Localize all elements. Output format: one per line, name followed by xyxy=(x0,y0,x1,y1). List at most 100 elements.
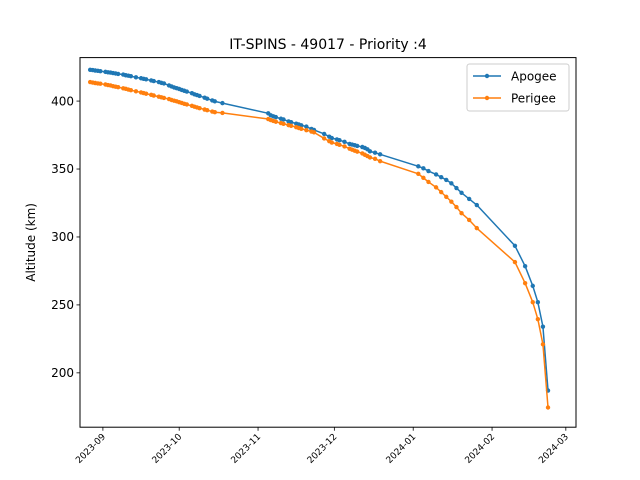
perigee-point xyxy=(281,121,286,126)
apogee-point xyxy=(288,119,294,125)
y-tick-label: 200 xyxy=(51,366,74,380)
apogee-point xyxy=(367,149,373,154)
apogee-point xyxy=(197,93,202,99)
perigee-point xyxy=(367,155,373,160)
perigee-point xyxy=(377,158,383,164)
perigee-point xyxy=(143,91,149,96)
perigee-point xyxy=(128,88,134,93)
perigee-point xyxy=(459,210,464,216)
perigee-point xyxy=(444,194,449,200)
legend-apogee-label: Apogee xyxy=(511,69,557,83)
perigee-point xyxy=(98,81,103,86)
perigee-point xyxy=(355,149,360,154)
apogee-point xyxy=(433,172,439,177)
perigee-point xyxy=(512,259,518,265)
apogee-point xyxy=(421,166,426,171)
perigee-point xyxy=(212,110,218,115)
apogee-point xyxy=(337,138,342,143)
perigee-point xyxy=(416,171,421,176)
plot-area xyxy=(79,57,577,428)
perigee-point xyxy=(220,110,225,116)
perigee-point xyxy=(426,179,431,185)
apogee-point xyxy=(212,99,218,104)
apogee-point xyxy=(449,181,454,186)
perigee-point xyxy=(133,89,139,94)
perigee-point xyxy=(321,136,327,141)
apogee-point xyxy=(98,68,103,74)
series-perigee xyxy=(87,79,551,410)
perigee-point xyxy=(304,127,309,133)
apogee-point xyxy=(535,299,541,305)
perigee-point xyxy=(421,175,426,181)
apogee-point xyxy=(273,114,279,120)
perigee-point xyxy=(337,142,342,148)
legend: Apogee Perigee xyxy=(466,63,570,112)
apogee-point xyxy=(133,75,139,80)
perigee-point xyxy=(474,225,479,231)
y-tick-label: 300 xyxy=(51,230,74,244)
apogee-point xyxy=(454,185,459,191)
series-layer xyxy=(87,67,551,410)
perigee-point xyxy=(204,107,210,113)
perigee-point xyxy=(466,217,472,223)
apogee-point xyxy=(426,168,431,174)
apogee-point xyxy=(355,143,360,149)
apogee-point xyxy=(372,150,378,155)
apogee-point xyxy=(444,177,449,183)
perigee-point xyxy=(540,342,546,347)
perigee-point xyxy=(329,140,335,145)
apogee-point xyxy=(151,78,156,84)
apogee-point xyxy=(438,174,444,180)
y-axis-label: Altitude (km) xyxy=(24,203,38,282)
apogee-point xyxy=(281,117,286,122)
apogee-point xyxy=(321,131,327,137)
apogee-point xyxy=(342,139,347,145)
apogee-point xyxy=(128,74,134,79)
perigee-point xyxy=(273,119,279,124)
perigee-point xyxy=(522,280,528,286)
perigee-point xyxy=(342,144,347,149)
apogee-point xyxy=(474,202,479,208)
perigee-point xyxy=(115,85,121,90)
apogee-point xyxy=(143,77,149,82)
legend-perigee-marker xyxy=(484,95,490,101)
apogee-point xyxy=(540,324,546,329)
apogee-point xyxy=(204,96,210,101)
perigee-point xyxy=(454,204,459,210)
perigee-point xyxy=(372,156,378,162)
perigee-point xyxy=(530,299,535,305)
perigee-point xyxy=(151,93,156,98)
perigee-point xyxy=(311,130,317,135)
y-tick-label: 350 xyxy=(51,162,74,176)
y-axis: 200 250 300 350 400 xyxy=(51,94,80,380)
apogee-point xyxy=(459,190,464,195)
perigee-point xyxy=(288,123,294,129)
perigee-point xyxy=(545,405,551,410)
perigee-point xyxy=(535,316,541,322)
apogee-point xyxy=(184,89,190,94)
apogee-point xyxy=(161,81,167,86)
perigee-point xyxy=(161,95,167,101)
y-tick-label: 250 xyxy=(51,298,74,312)
apogee-point xyxy=(304,124,309,129)
perigee-point xyxy=(197,105,202,111)
apogee-point xyxy=(377,152,383,157)
perigee-point xyxy=(184,102,190,107)
apogee-point xyxy=(115,71,121,77)
apogee-point xyxy=(416,164,421,169)
apogee-point xyxy=(522,263,528,269)
chart-title: IT-SPINS - 49017 - Priority :4 xyxy=(229,37,427,53)
apogee-point xyxy=(530,283,535,289)
apogee-point xyxy=(512,243,518,248)
apogee-point xyxy=(329,135,335,141)
apogee-point xyxy=(220,100,225,106)
perigee-point xyxy=(433,185,439,190)
legend-apogee-marker xyxy=(484,73,490,79)
apogee-point xyxy=(466,196,472,202)
y-tick-label: 400 xyxy=(51,94,74,108)
legend-perigee-label: Perigee xyxy=(511,91,556,105)
perigee-point xyxy=(438,189,444,195)
perigee-point xyxy=(449,199,454,204)
perigee-point xyxy=(299,126,304,131)
